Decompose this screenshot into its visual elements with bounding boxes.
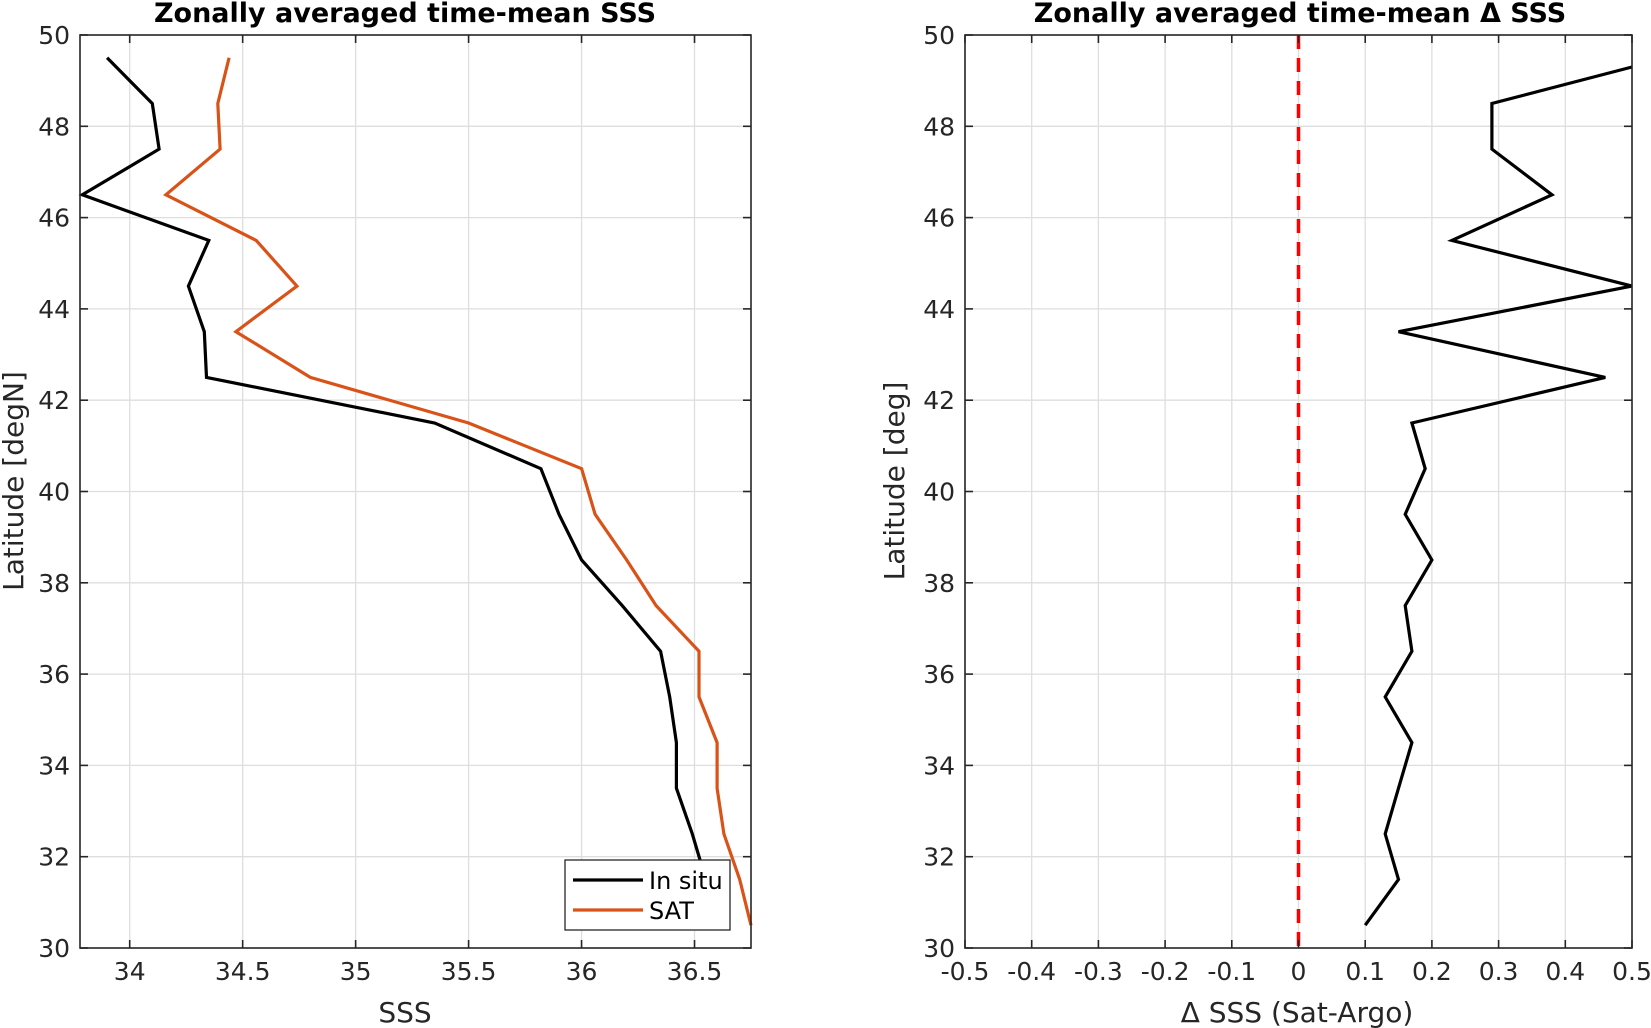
x-tick-label: 0.4 xyxy=(1545,957,1585,986)
x-tick-label: 0.5 xyxy=(1612,957,1651,986)
y-tick-label: 46 xyxy=(923,204,955,233)
y-tick-label: 42 xyxy=(923,386,955,415)
legend-label-sat: SAT xyxy=(649,897,694,925)
y-tick-label: 38 xyxy=(923,569,955,598)
x-tick-label: -0.3 xyxy=(1074,957,1123,986)
y-tick-label: 46 xyxy=(38,204,70,233)
x-tick-label: 0 xyxy=(1291,957,1307,986)
y-tick-label: 34 xyxy=(38,751,70,780)
x-tick-label: -0.1 xyxy=(1207,957,1256,986)
x-tick-label: 35.5 xyxy=(441,957,497,986)
y-tick-label: 40 xyxy=(923,478,955,507)
y-tick-label: 34 xyxy=(923,751,955,780)
legend: In situ SAT xyxy=(564,859,731,931)
y-tick-label: 32 xyxy=(38,843,70,872)
y-tick-label: 48 xyxy=(38,112,70,141)
y-tick-label: 44 xyxy=(38,295,70,324)
chart-title: Zonally averaged time-mean SSS xyxy=(154,0,656,29)
x-tick-label: -0.4 xyxy=(1007,957,1056,986)
y-tick-label: 42 xyxy=(38,386,70,415)
delta-sss-chart: Zonally averaged time-mean Δ SSS Δ SSS (… xyxy=(878,0,1651,1028)
y-tick-label: 44 xyxy=(923,295,955,324)
y-tick-label: 50 xyxy=(923,21,955,50)
x-tick-label: 35 xyxy=(340,957,372,986)
sss-chart: Zonally averaged time-mean SSS SSS Latit… xyxy=(0,0,753,1028)
x-tick-label: 36.5 xyxy=(667,957,723,986)
x-tick-label: 34 xyxy=(114,957,146,986)
y-tick-label: 36 xyxy=(38,660,70,689)
x-tick-label: 36 xyxy=(566,957,598,986)
y-tick-label: 30 xyxy=(923,934,955,963)
y-tick-label: 36 xyxy=(923,660,955,689)
y-tick-label: 50 xyxy=(38,21,70,50)
y-tick-label: 38 xyxy=(38,569,70,598)
y-tick-label: 30 xyxy=(38,934,70,963)
x-tick-label: 0.1 xyxy=(1345,957,1385,986)
x-tick-label: -0.5 xyxy=(941,957,990,986)
x-tick-label: -0.2 xyxy=(1141,957,1190,986)
series-line-sat xyxy=(163,57,753,926)
y-axis-label: Latitude [degN] xyxy=(0,371,30,591)
x-axis-label: SSS xyxy=(378,996,431,1028)
legend-box xyxy=(564,859,731,931)
chart-title: Zonally averaged time-mean Δ SSS xyxy=(1034,0,1566,29)
x-tick-label: 0.2 xyxy=(1412,957,1452,986)
series-line-0 xyxy=(1363,65,1633,927)
legend-label-in-situ: In situ xyxy=(649,867,723,895)
y-tick-label: 40 xyxy=(38,478,70,507)
x-axis-label: Δ SSS (Sat-Argo) xyxy=(1181,996,1414,1028)
y-axis-label: Latitude [deg] xyxy=(878,382,911,581)
y-tick-label: 48 xyxy=(923,112,955,141)
x-tick-label: 0.3 xyxy=(1479,957,1519,986)
y-tick-label: 32 xyxy=(923,843,955,872)
x-tick-label: 34.5 xyxy=(215,957,271,986)
series-line-in-situ xyxy=(78,56,708,880)
